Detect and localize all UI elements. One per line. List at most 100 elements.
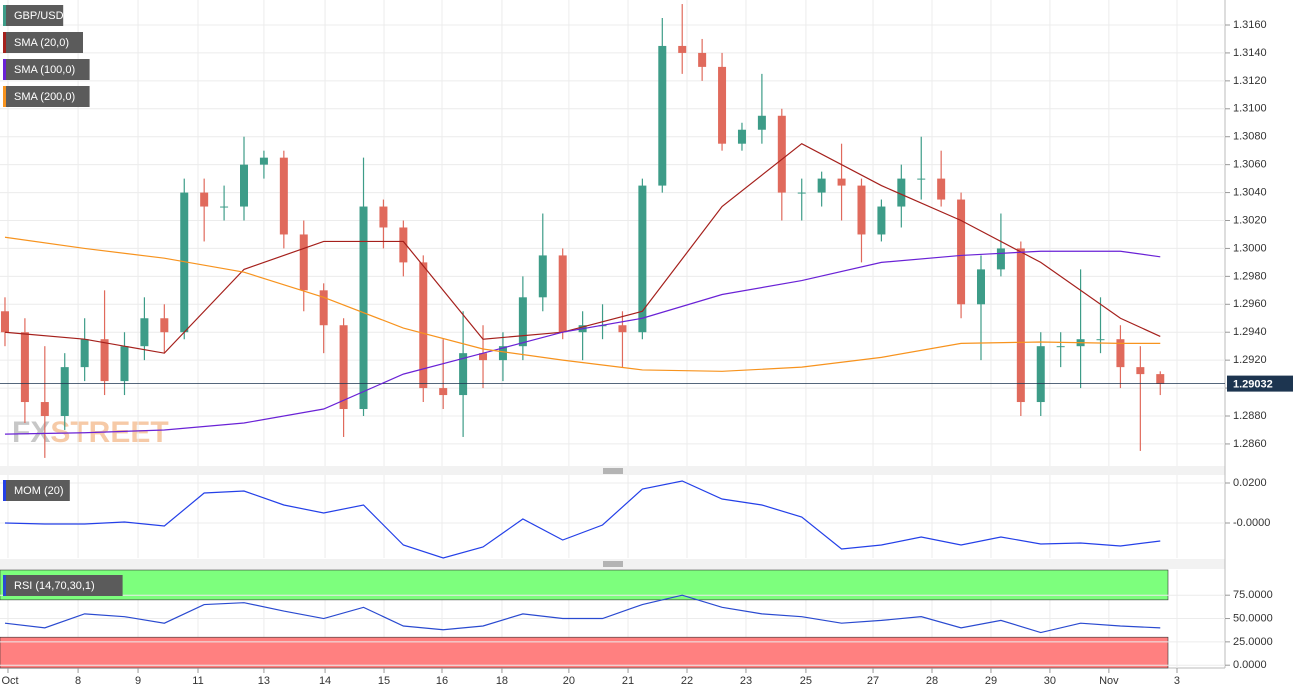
y-tick-label: 1.3120: [1233, 75, 1267, 87]
legend-item: MOM (20): [3, 480, 70, 501]
candle-body: [897, 178, 906, 207]
legend-box: [3, 480, 70, 501]
legend-box: [3, 86, 90, 107]
candle-body: [319, 290, 328, 326]
x-tick-label: 20: [563, 675, 575, 687]
candle-body: [1116, 339, 1125, 368]
y-tick-label: 50.0000: [1233, 612, 1273, 624]
candle-body: [439, 388, 448, 396]
x-tick-label: 27: [867, 675, 879, 687]
candle-body: [917, 178, 926, 180]
y-tick-label: 1.2960: [1233, 298, 1267, 310]
candle-body: [20, 332, 29, 403]
legend-box: [3, 5, 64, 26]
candle-body: [220, 206, 229, 208]
legend-swatch: [3, 59, 6, 80]
x-tick-label: 3: [1174, 675, 1180, 687]
candle-body: [1156, 374, 1165, 384]
candle-body: [518, 297, 527, 347]
legend-label: MOM (20): [14, 485, 64, 497]
legend-swatch: [3, 480, 6, 501]
x-tick-label: 15: [378, 675, 390, 687]
legend-box: [3, 32, 83, 53]
candle-body: [658, 45, 667, 186]
y-tick-label: 1.3060: [1233, 159, 1267, 171]
candle-body: [259, 157, 268, 165]
x-tick-label: Oct: [1, 675, 18, 687]
candle-body: [180, 192, 189, 333]
candle-body: [1056, 346, 1065, 348]
y-tick-label: 1.3140: [1233, 47, 1267, 59]
legend-label: SMA (100,0): [14, 64, 75, 76]
y-tick-label: 1.3040: [1233, 186, 1267, 198]
legend-swatch: [3, 86, 6, 107]
last-price-label: 1.29032: [1233, 379, 1273, 391]
legend-item: SMA (200,0): [3, 86, 90, 107]
candle-body: [538, 255, 547, 298]
candle-body: [279, 157, 288, 235]
candle-body: [479, 353, 488, 361]
candle-body: [937, 178, 946, 200]
y-tick-label: 1.3160: [1233, 19, 1267, 31]
x-tick-label: 16: [436, 675, 448, 687]
y-tick-label: -0.0000: [1233, 517, 1270, 529]
legend-item: GBP/USD: [3, 5, 64, 26]
candle-body: [1136, 367, 1145, 375]
candle-body: [718, 66, 727, 144]
y-tick-label: 1.2980: [1233, 270, 1267, 282]
y-tick-label: 1.2880: [1233, 410, 1267, 422]
y-tick-label: 0.0200: [1233, 477, 1267, 489]
x-tick-label: 30: [1044, 675, 1056, 687]
x-tick-label: 21: [622, 675, 634, 687]
candle-body: [419, 262, 428, 389]
candle-body: [200, 192, 209, 207]
indicator-line: [4, 594, 1161, 634]
candle-body: [1036, 346, 1045, 403]
candle-body: [240, 164, 249, 207]
candle-body: [797, 192, 806, 194]
candle-body: [140, 318, 149, 347]
indicator-line: [4, 480, 1161, 559]
x-tick-label: 28: [926, 675, 938, 687]
candle-body: [857, 185, 866, 235]
candle-body: [0, 311, 9, 333]
x-tick-label: 9: [135, 675, 141, 687]
candle-body: [1096, 339, 1105, 341]
legend-box: [3, 59, 90, 80]
y-tick-label: 1.3080: [1233, 131, 1267, 143]
candle-body: [339, 325, 348, 410]
legend-box: [3, 575, 123, 596]
y-tick-label: 1.2940: [1233, 326, 1267, 338]
legend-label: SMA (20,0): [14, 37, 69, 49]
legend-item: SMA (100,0): [3, 59, 90, 80]
x-tick-label: 8: [75, 675, 81, 687]
last-price-box: [1227, 375, 1293, 392]
grid: [0, 0, 1225, 669]
candle-body: [1016, 248, 1025, 403]
y-tick-label: 1.3020: [1233, 214, 1267, 226]
candle-body: [80, 339, 89, 368]
candle-body: [957, 199, 966, 305]
candle-body: [60, 367, 69, 417]
indicator-line: [4, 142, 1161, 354]
x-tick-label: 22: [681, 675, 693, 687]
separator-handle: [603, 468, 623, 567]
candle-body: [817, 178, 826, 193]
legend-label: SMA (200,0): [14, 91, 75, 103]
legend-label: RSI (14,70,30,1): [14, 580, 95, 592]
y-tick-label: 1.3100: [1233, 103, 1267, 115]
y-tick-label: 1.3000: [1233, 242, 1267, 254]
legend-item: SMA (20,0): [3, 32, 83, 53]
y-tick-label: 0.0000: [1233, 659, 1267, 671]
candle-body: [877, 206, 886, 235]
candle-body: [678, 45, 687, 53]
candle-body: [618, 325, 627, 333]
legend-label: GBP/USD: [14, 10, 64, 22]
candle-body: [40, 402, 49, 417]
x-tick-label: 29: [985, 675, 997, 687]
x-tick-label: 13: [258, 675, 270, 687]
candle-body: [558, 255, 567, 333]
candle-body: [996, 248, 1005, 270]
legend-swatch: [3, 32, 6, 53]
